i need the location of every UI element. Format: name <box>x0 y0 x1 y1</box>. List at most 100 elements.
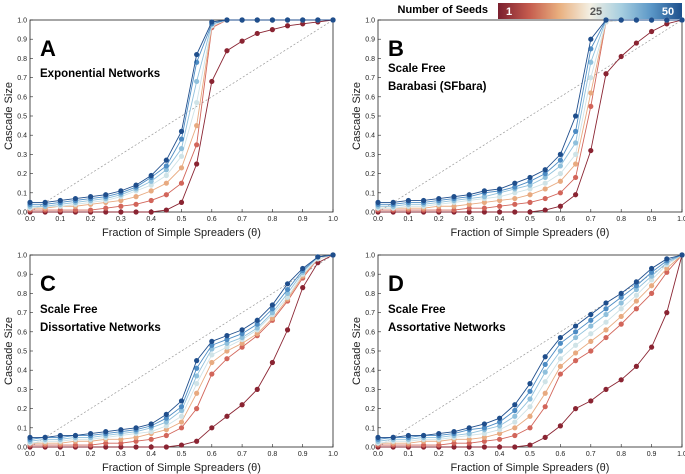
data-point <box>315 260 321 266</box>
data-point <box>103 440 109 446</box>
x-tick-label: 0.8 <box>616 216 626 223</box>
data-point <box>209 78 215 85</box>
data-point <box>588 338 594 344</box>
data-point <box>163 172 169 179</box>
x-tick-label: 0.9 <box>647 451 657 458</box>
data-point <box>588 317 594 323</box>
data-point <box>557 178 564 184</box>
panel-letter: C <box>40 271 56 296</box>
data-point <box>239 334 245 341</box>
data-point <box>512 413 518 419</box>
data-point <box>300 265 306 272</box>
x-tick-label: 0.1 <box>404 451 414 458</box>
data-point <box>239 331 245 337</box>
data-point <box>542 195 548 202</box>
data-point <box>269 306 275 312</box>
data-point <box>497 209 503 215</box>
data-point <box>163 419 169 425</box>
data-point <box>133 201 139 207</box>
data-point <box>557 334 564 341</box>
y-tick-label: 0.1 <box>365 425 375 432</box>
data-point <box>209 371 215 377</box>
data-point <box>224 336 230 343</box>
data-point <box>466 192 472 198</box>
data-point <box>163 157 169 163</box>
y-tick-label: 0.9 <box>365 272 375 279</box>
data-point <box>603 334 609 341</box>
data-point <box>633 292 640 298</box>
data-point <box>163 427 169 433</box>
panel-a: 0.0 0.1 0.2 0.3 0.4 0.5 0.6 0.7 0.8 0.9 1.0 0.0 0.1 0… <box>3 17 338 239</box>
x-tick-label: 0.6 <box>207 216 217 223</box>
data-point <box>527 186 533 192</box>
data-point <box>573 174 579 181</box>
y-axis-label: Cascade Size <box>351 317 363 385</box>
data-point <box>466 425 472 431</box>
data-point <box>542 354 548 360</box>
data-point <box>542 186 548 192</box>
y-tick-label: 0.7 <box>17 310 27 317</box>
y-tick-label: 0.0 <box>17 445 27 452</box>
data-point <box>573 406 579 412</box>
data-point <box>163 163 169 169</box>
data-point <box>148 188 154 194</box>
data-point <box>481 444 487 450</box>
x-tick-label: 0.0 <box>25 216 35 223</box>
x-tick-label: 0.5 <box>177 216 187 223</box>
data-point <box>178 165 185 171</box>
data-point <box>481 209 487 215</box>
data-point <box>118 436 124 442</box>
data-point <box>194 381 200 387</box>
data-point <box>557 190 564 196</box>
y-tick-label: 0.0 <box>17 210 27 217</box>
y-tick-label: 0.1 <box>17 425 27 432</box>
data-point <box>178 153 185 159</box>
data-point <box>133 194 139 200</box>
data-point <box>194 51 200 58</box>
data-point <box>118 203 124 209</box>
colorbar-label-min: 1 <box>506 6 512 18</box>
data-point <box>542 167 548 173</box>
data-point <box>178 404 185 410</box>
data-point <box>542 369 548 375</box>
data-point <box>300 17 306 23</box>
y-tick-label: 0.5 <box>365 114 375 121</box>
data-point <box>649 28 655 35</box>
data-point <box>497 419 503 425</box>
data-point <box>603 311 609 318</box>
series-line <box>30 19 333 207</box>
data-point <box>664 310 670 316</box>
panel-letter: B <box>388 36 404 61</box>
data-point <box>603 17 609 23</box>
data-point <box>497 186 503 192</box>
data-point <box>466 430 472 437</box>
data-point <box>481 425 487 431</box>
data-point <box>284 327 291 333</box>
data-point <box>573 350 579 356</box>
data-point <box>88 430 94 437</box>
data-point <box>618 321 624 327</box>
data-point <box>603 306 609 312</box>
data-point <box>451 429 457 435</box>
data-point <box>148 178 154 184</box>
data-point <box>633 279 640 285</box>
data-point <box>512 184 518 190</box>
data-point <box>269 310 275 316</box>
data-point <box>557 157 564 163</box>
data-point <box>148 197 154 204</box>
data-point <box>618 17 624 23</box>
data-point <box>451 203 457 209</box>
data-point <box>375 434 381 440</box>
data-point <box>512 407 518 414</box>
data-point <box>315 254 321 260</box>
data-point <box>466 444 472 450</box>
data-point <box>557 348 564 354</box>
series-line <box>30 19 333 209</box>
data-point <box>618 53 624 60</box>
panel-b: 0.0 0.1 0.2 0.3 0.4 0.5 0.6 0.7 0.8 0.9 1.0 0.0 0.1 0… <box>351 17 685 239</box>
x-tick-label: 0.2 <box>434 216 444 223</box>
y-tick-label: 0.7 <box>17 75 27 82</box>
data-point <box>148 182 154 188</box>
data-point <box>557 371 564 377</box>
data-point <box>588 103 594 109</box>
